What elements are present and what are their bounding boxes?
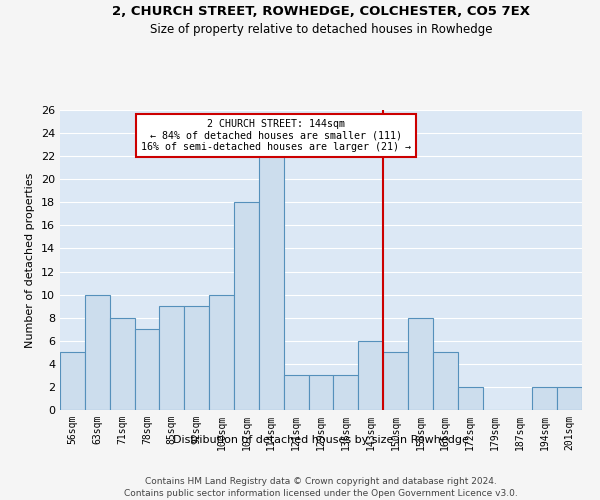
Bar: [134, 329, 160, 410]
Bar: [557, 387, 582, 410]
Text: Distribution of detached houses by size in Rowhedge: Distribution of detached houses by size …: [173, 435, 469, 445]
Bar: [458, 387, 482, 410]
Text: Contains HM Land Registry data © Crown copyright and database right 2024.: Contains HM Land Registry data © Crown c…: [145, 478, 497, 486]
Text: Contains public sector information licensed under the Open Government Licence v3: Contains public sector information licen…: [124, 489, 518, 498]
Text: 2 CHURCH STREET: 144sqm
← 84% of detached houses are smaller (111)
16% of semi-d: 2 CHURCH STREET: 144sqm ← 84% of detache…: [141, 119, 411, 152]
Bar: [60, 352, 85, 410]
Bar: [408, 318, 433, 410]
Bar: [334, 376, 358, 410]
Bar: [532, 387, 557, 410]
Bar: [209, 294, 234, 410]
Y-axis label: Number of detached properties: Number of detached properties: [25, 172, 35, 348]
Bar: [383, 352, 408, 410]
Bar: [284, 376, 308, 410]
Bar: [259, 156, 284, 410]
Bar: [85, 294, 110, 410]
Bar: [184, 306, 209, 410]
Bar: [110, 318, 134, 410]
Bar: [234, 202, 259, 410]
Text: 2, CHURCH STREET, ROWHEDGE, COLCHESTER, CO5 7EX: 2, CHURCH STREET, ROWHEDGE, COLCHESTER, …: [112, 5, 530, 18]
Bar: [433, 352, 458, 410]
Text: Size of property relative to detached houses in Rowhedge: Size of property relative to detached ho…: [150, 22, 492, 36]
Bar: [358, 341, 383, 410]
Bar: [160, 306, 184, 410]
Bar: [308, 376, 334, 410]
